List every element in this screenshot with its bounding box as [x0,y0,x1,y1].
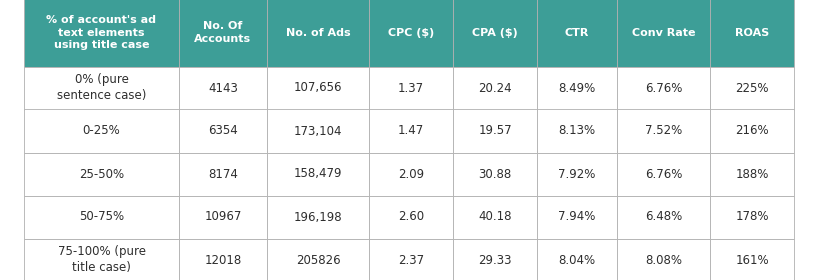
Bar [179,195,267,239]
Text: 7.94%: 7.94% [559,211,596,223]
Bar [617,0,710,67]
Bar [617,239,710,280]
Bar [369,67,453,109]
Text: 8174: 8174 [208,167,238,181]
Bar [617,153,710,195]
Text: 8.08%: 8.08% [645,253,682,267]
Bar [453,153,537,195]
Text: 225%: 225% [735,81,769,95]
Text: 6.48%: 6.48% [645,211,682,223]
Text: 30.88: 30.88 [479,167,511,181]
Text: No. of Ads: No. of Ads [285,27,350,38]
Text: 0% (pure
sentence case): 0% (pure sentence case) [56,74,146,102]
Text: CPC ($): CPC ($) [388,27,434,38]
Text: 2.37: 2.37 [398,253,424,267]
Text: CTR: CTR [564,27,589,38]
Bar [24,195,179,239]
Bar [369,109,453,153]
Bar [710,0,794,67]
Text: 107,656: 107,656 [294,81,342,95]
Text: 8.13%: 8.13% [559,125,596,137]
Bar [537,153,617,195]
Text: % of account's ad
text elements
using title case: % of account's ad text elements using ti… [47,15,156,50]
Text: 7.92%: 7.92% [559,167,596,181]
Text: 8.49%: 8.49% [559,81,596,95]
Text: CPA ($): CPA ($) [472,27,518,38]
Bar [24,153,179,195]
Text: 2.09: 2.09 [398,167,424,181]
Text: 20.24: 20.24 [479,81,512,95]
Text: 173,104: 173,104 [294,125,342,137]
Text: 50-75%: 50-75% [79,211,124,223]
Bar [617,195,710,239]
Text: 158,479: 158,479 [294,167,342,181]
Bar [179,153,267,195]
Bar [710,109,794,153]
Text: 205826: 205826 [295,253,340,267]
Bar [617,67,710,109]
Text: 6.76%: 6.76% [645,167,682,181]
Bar [710,239,794,280]
Bar [537,109,617,153]
Bar [267,153,369,195]
Text: ROAS: ROAS [735,27,769,38]
Text: 6.76%: 6.76% [645,81,682,95]
Bar [710,195,794,239]
Text: Conv Rate: Conv Rate [631,27,695,38]
Bar [453,239,537,280]
Bar [267,67,369,109]
Text: 10967: 10967 [204,211,241,223]
Bar [453,195,537,239]
Text: 178%: 178% [735,211,769,223]
Bar [179,239,267,280]
Text: 216%: 216% [735,125,769,137]
Text: 19.57: 19.57 [479,125,512,137]
Bar [24,239,179,280]
Text: 4143: 4143 [208,81,238,95]
Bar [369,239,453,280]
Bar [453,109,537,153]
Text: 8.04%: 8.04% [559,253,596,267]
Bar [369,195,453,239]
Bar [267,109,369,153]
Text: 2.60: 2.60 [398,211,424,223]
Text: 161%: 161% [735,253,769,267]
Text: 7.52%: 7.52% [645,125,682,137]
Text: 29.33: 29.33 [479,253,512,267]
Text: 188%: 188% [735,167,769,181]
Bar [537,239,617,280]
Bar [24,67,179,109]
Bar [537,0,617,67]
Bar [267,0,369,67]
Text: 12018: 12018 [204,253,241,267]
Bar [179,67,267,109]
Bar [453,67,537,109]
Bar [617,109,710,153]
Text: 196,198: 196,198 [294,211,342,223]
Bar [453,0,537,67]
Text: 6354: 6354 [208,125,238,137]
Bar [24,109,179,153]
Text: 25-50%: 25-50% [79,167,124,181]
Text: 75-100% (pure
title case): 75-100% (pure title case) [57,246,146,274]
Text: 0-25%: 0-25% [83,125,120,137]
Bar [24,0,179,67]
Bar [267,239,369,280]
Bar [369,153,453,195]
Bar [537,195,617,239]
Bar [710,153,794,195]
Text: No. Of
Accounts: No. Of Accounts [195,21,252,44]
Bar [710,67,794,109]
Bar [179,0,267,67]
Bar [537,67,617,109]
Bar [179,109,267,153]
Bar [267,195,369,239]
Bar [369,0,453,67]
Text: 1.37: 1.37 [398,81,424,95]
Text: 40.18: 40.18 [479,211,512,223]
Text: 1.47: 1.47 [398,125,424,137]
